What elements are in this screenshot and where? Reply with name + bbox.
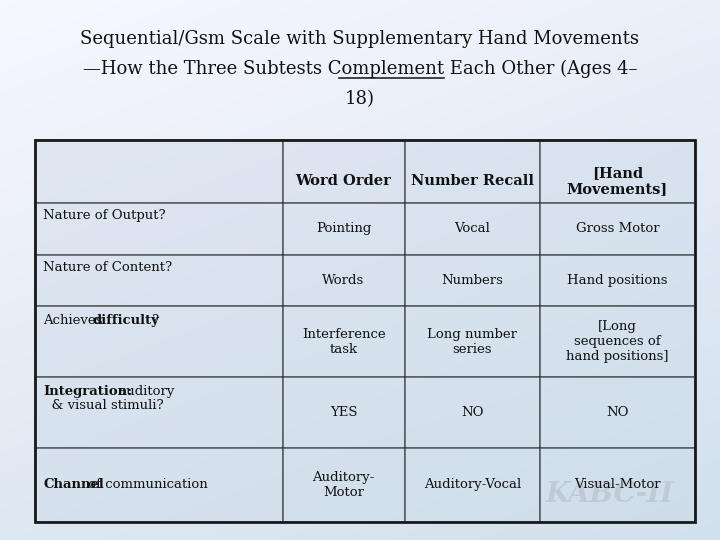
Text: Pointing: Pointing bbox=[316, 222, 372, 235]
Bar bbox=[282, 140, 405, 203]
Bar bbox=[35, 377, 282, 448]
Text: [Long
sequences of
hand positions]: [Long sequences of hand positions] bbox=[566, 320, 669, 363]
Text: Long number
series: Long number series bbox=[427, 327, 517, 355]
Text: difficulty: difficulty bbox=[93, 314, 159, 327]
Text: Nature of Content?: Nature of Content? bbox=[43, 261, 172, 274]
Bar bbox=[282, 203, 405, 254]
Text: Auditory-
Motor: Auditory- Motor bbox=[312, 471, 374, 499]
Text: Word Order: Word Order bbox=[296, 174, 392, 188]
Text: Gross Motor: Gross Motor bbox=[575, 222, 660, 235]
Text: Visual-Motor: Visual-Motor bbox=[574, 478, 661, 491]
Bar bbox=[405, 448, 540, 522]
Bar bbox=[540, 448, 695, 522]
Bar bbox=[540, 377, 695, 448]
Bar bbox=[405, 203, 540, 254]
Text: of communication: of communication bbox=[84, 478, 208, 491]
Bar bbox=[405, 254, 540, 306]
Text: NO: NO bbox=[606, 406, 629, 419]
Text: —How the Three Subtests Complement Each Other (Ages 4–: —How the Three Subtests Complement Each … bbox=[83, 60, 637, 78]
Text: Achieves: Achieves bbox=[43, 314, 107, 327]
Text: Hand positions: Hand positions bbox=[567, 274, 667, 287]
Text: Vocal: Vocal bbox=[454, 222, 490, 235]
Bar bbox=[282, 448, 405, 522]
Text: Interference
task: Interference task bbox=[302, 327, 385, 355]
Bar bbox=[282, 306, 405, 377]
Text: Sequential/Gsm Scale with Supplementary Hand Movements: Sequential/Gsm Scale with Supplementary … bbox=[81, 30, 639, 48]
Bar bbox=[405, 377, 540, 448]
Bar bbox=[35, 448, 282, 522]
Text: 18): 18) bbox=[345, 90, 375, 108]
Bar bbox=[35, 254, 282, 306]
Bar bbox=[35, 306, 282, 377]
Bar bbox=[405, 306, 540, 377]
Text: YES: YES bbox=[330, 406, 357, 419]
Bar bbox=[35, 140, 695, 522]
Bar bbox=[282, 377, 405, 448]
Text: ?: ? bbox=[151, 314, 158, 327]
Bar bbox=[540, 140, 695, 203]
Text: Auditory-Vocal: Auditory-Vocal bbox=[423, 478, 521, 491]
Bar bbox=[540, 306, 695, 377]
Text: Integration:: Integration: bbox=[43, 385, 132, 398]
Bar bbox=[405, 140, 540, 203]
Text: Number Recall: Number Recall bbox=[410, 174, 534, 188]
Text: Words: Words bbox=[323, 274, 364, 287]
Bar bbox=[540, 254, 695, 306]
Bar bbox=[540, 203, 695, 254]
Text: Numbers: Numbers bbox=[441, 274, 503, 287]
Bar bbox=[35, 140, 282, 203]
Bar bbox=[282, 254, 405, 306]
Text: NO: NO bbox=[461, 406, 484, 419]
Text: auditory: auditory bbox=[114, 385, 174, 398]
Text: KABC-II: KABC-II bbox=[546, 482, 674, 509]
Bar bbox=[35, 203, 282, 254]
Text: Nature of Output?: Nature of Output? bbox=[43, 209, 166, 222]
Text: Channel: Channel bbox=[43, 478, 104, 491]
Text: & visual stimuli?: & visual stimuli? bbox=[43, 399, 163, 412]
Text: [Hand
Movements]: [Hand Movements] bbox=[567, 166, 668, 196]
